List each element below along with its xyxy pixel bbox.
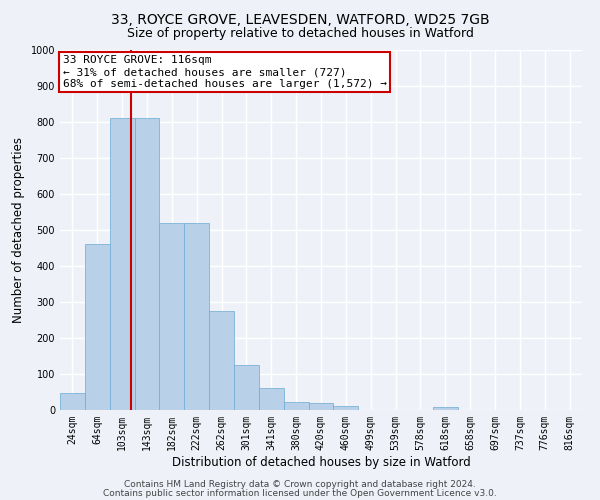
Bar bbox=[308, 403, 334, 410]
Bar bbox=[334, 406, 358, 410]
Bar bbox=[234, 365, 259, 410]
Bar bbox=[184, 223, 209, 410]
Y-axis label: Number of detached properties: Number of detached properties bbox=[12, 137, 25, 323]
Bar bbox=[209, 311, 234, 410]
Bar bbox=[160, 223, 184, 410]
Bar bbox=[259, 388, 284, 410]
Bar bbox=[110, 118, 134, 410]
Bar bbox=[284, 402, 308, 410]
Text: 33, ROYCE GROVE, LEAVESDEN, WATFORD, WD25 7GB: 33, ROYCE GROVE, LEAVESDEN, WATFORD, WD2… bbox=[110, 12, 490, 26]
Text: Size of property relative to detached houses in Watford: Size of property relative to detached ho… bbox=[127, 28, 473, 40]
Bar bbox=[60, 393, 85, 410]
Text: Contains public sector information licensed under the Open Government Licence v3: Contains public sector information licen… bbox=[103, 490, 497, 498]
Text: 33 ROYCE GROVE: 116sqm
← 31% of detached houses are smaller (727)
68% of semi-de: 33 ROYCE GROVE: 116sqm ← 31% of detached… bbox=[62, 56, 386, 88]
Bar bbox=[134, 118, 160, 410]
Bar bbox=[433, 407, 458, 410]
Text: Contains HM Land Registry data © Crown copyright and database right 2024.: Contains HM Land Registry data © Crown c… bbox=[124, 480, 476, 489]
Bar bbox=[85, 244, 110, 410]
X-axis label: Distribution of detached houses by size in Watford: Distribution of detached houses by size … bbox=[172, 456, 470, 468]
